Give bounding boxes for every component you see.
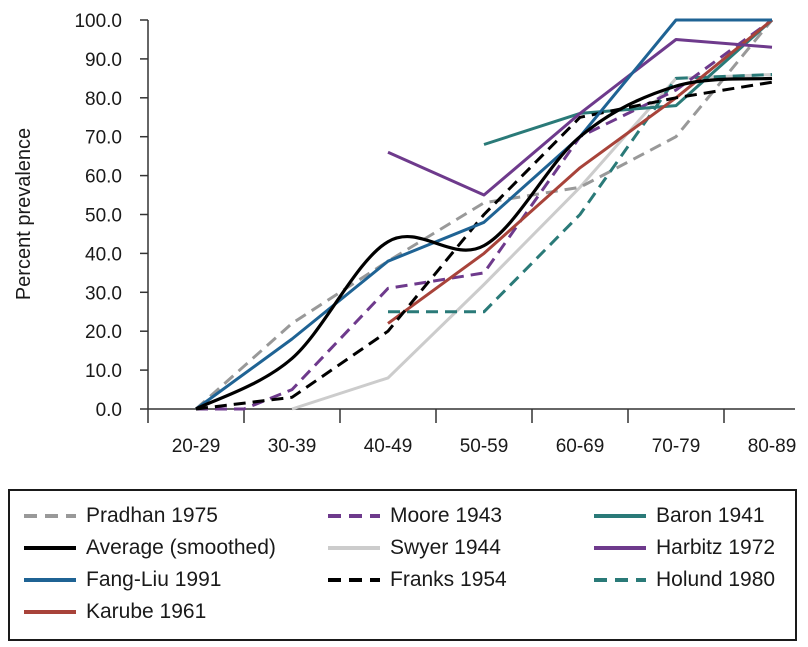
legend-swatch (328, 546, 380, 550)
y-tick-label: 30.0 (85, 283, 122, 304)
y-tick-label: 50.0 (85, 206, 122, 227)
series-line-swyer-1944 (291, 73, 773, 411)
legend-label: Karube 1961 (86, 600, 207, 623)
series-line-fang-liu-1991 (195, 18, 772, 411)
legend-item-harbitz-1972: Harbitz 1972 (594, 533, 775, 563)
x-tick-label: 40-49 (364, 436, 413, 457)
x-tick-label: 70-79 (652, 436, 701, 457)
legend-swatch (328, 578, 380, 582)
line-chart: Percent prevalence 0.0 10.0 20.0 30.0 40.0 50… (13, 11, 797, 457)
y-tick-label: 20.0 (85, 322, 122, 343)
y-tick-label: 40.0 (85, 244, 122, 265)
series-line-average-smoothed (195, 76, 773, 411)
legend-label: Moore 1943 (390, 504, 503, 527)
legend-swatch (24, 578, 76, 582)
x-axis: 20-29 30-39 40-49 50-59 60-69 70-79 80-89 (147, 408, 797, 457)
x-tick-label: 60-69 (556, 436, 605, 457)
series-line-harbitz-1972 (387, 38, 773, 197)
series-line-baron-1941 (483, 18, 773, 146)
y-tick-label: 0.0 (96, 400, 122, 421)
legend-label: Average (smoothed) (86, 536, 276, 559)
series-lines (195, 18, 774, 411)
y-tick-label: 100.0 (74, 11, 122, 32)
legend-swatch (24, 546, 76, 550)
y-tick-label: 80.0 (85, 89, 122, 110)
legend-item-pradhan-1975: Pradhan 1975 (24, 501, 218, 531)
legend-swatch (24, 610, 76, 614)
x-tick-label: 20-29 (172, 436, 221, 457)
legend-swatch (594, 578, 646, 582)
legend-label: Harbitz 1972 (656, 536, 776, 559)
y-axis-title: Percent prevalence (13, 128, 35, 300)
legend-swatch (594, 546, 646, 550)
legend-item-average-smoothed: Average (smoothed) (24, 533, 276, 563)
y-tick-label: 60.0 (85, 167, 122, 188)
legend-label: Franks 1954 (390, 568, 507, 591)
legend-label: Baron 1941 (656, 504, 765, 527)
y-tick-label: 10.0 (85, 361, 122, 382)
y-axis: 0.0 10.0 20.0 30.0 40.0 50.0 60.0 70.0 80.0 90.0 1… (74, 11, 149, 421)
series-line-holund-1980 (388, 73, 773, 314)
x-tick-label: 50-59 (460, 436, 509, 457)
legend-label: Fang-Liu 1991 (86, 568, 222, 591)
y-tick-label: 90.0 (85, 50, 122, 71)
legend-item-moore-1943: Moore 1943 (328, 501, 502, 531)
legend-label: Holund 1980 (656, 568, 776, 591)
legend-swatch (328, 514, 380, 518)
series-line-karube-1961 (387, 18, 773, 325)
series-line-pradhan-1975 (195, 19, 774, 411)
legend: Pradhan 1975 Moore 1943 Baron 1941 Average … (8, 489, 797, 641)
series-line-franks-1954 (195, 80, 773, 411)
legend-item-holund-1980: Holund 1980 (594, 565, 775, 595)
legend-label: Swyer 1944 (390, 536, 501, 559)
legend-swatch (594, 514, 646, 518)
legend-item-karube-1961: Karube 1961 (24, 597, 206, 627)
legend-swatch (24, 514, 76, 518)
legend-item-baron-1941: Baron 1941 (594, 501, 765, 531)
series-line-moore-1943 (196, 18, 773, 411)
legend-item-swyer-1944: Swyer 1944 (328, 533, 501, 563)
y-tick-label: 70.0 (85, 128, 122, 149)
legend-item-franks-1954: Franks 1954 (328, 565, 507, 595)
x-tick-label: 30-39 (268, 436, 317, 457)
legend-label: Pradhan 1975 (86, 504, 218, 527)
x-tick-label: 80-89 (748, 436, 797, 457)
legend-item-fang-liu-1991: Fang-Liu 1991 (24, 565, 221, 595)
